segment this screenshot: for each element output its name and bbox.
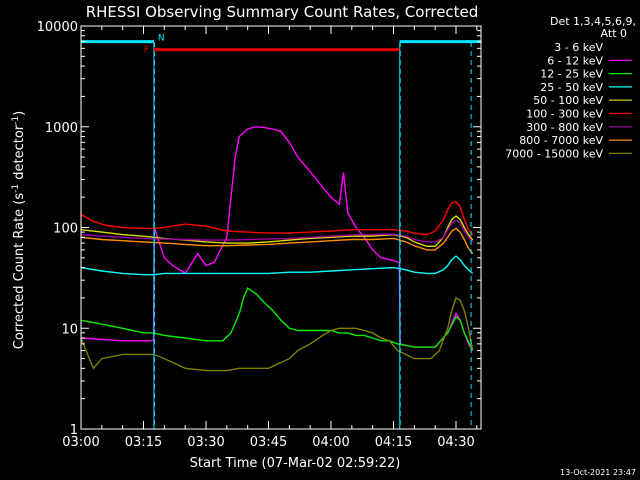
legend-header-detectors: Det 1,3,4,5,6,9, [550,15,636,28]
legend-label-1: 3 - 6 keV [554,41,603,54]
y-tick-label-4: 10000 [37,20,78,35]
x-tick-label-5: 04:15 [375,435,412,450]
timestamp: 13-Oct-2021 23:47 [560,468,636,477]
chart-title: RHESSI Observing Summary Count Rates, Co… [86,3,479,21]
x-axis-label: Start Time (07-Mar-02 02:59:22) [190,456,401,471]
series-layer [80,126,474,430]
x-tick-label-3: 03:45 [250,435,287,450]
x-tick-label-1: 03:15 [125,435,162,450]
legend-header-attenuator: Att 0 [601,27,627,40]
x-tick-label-2: 03:30 [187,435,224,450]
series-line-9 [80,296,474,372]
y-tick-label-2: 100 [53,222,78,237]
series-line-3 [80,287,474,351]
x-tick-label-0: 03:00 [62,435,99,450]
y-tick-label-1: 10 [61,322,78,337]
flare-flag-label: F [144,46,149,56]
y-tick-label-3: 1000 [45,121,78,136]
x-tick-label-4: 04:00 [312,435,349,450]
series-line-5 [80,215,474,247]
legend-label-7: 300 - 800 keV [526,121,603,134]
legend-label-4: 25 - 50 keV [540,81,603,94]
legend-label-3: 12 - 25 keV [540,68,603,81]
series-line-6 [80,201,474,236]
legend-label-8: 800 - 7000 keV [519,134,603,147]
legend-label-6: 100 - 300 keV [526,108,603,121]
y-axis: 1 10 100 1000 10000 [37,20,481,438]
legend-label-9: 7000 - 15000 keV [505,147,603,160]
series-line-8 [80,227,474,255]
y-axis-label: Corrected Count Rate (s-1 detector-1) [11,111,27,349]
series-line-4 [80,255,474,276]
flag-bars: NF [81,34,481,56]
night-flag-label: N [158,34,165,44]
x-tick-label-6: 04:30 [437,435,474,450]
legend-label-5: 50 - 100 keV [533,94,603,107]
legend-label-2: 6 - 12 keV [547,54,603,67]
plot-frame [80,25,482,430]
series-line-7 [80,219,474,243]
y-tick-label-0: 1 [70,423,78,438]
x-axis: 03:00 03:15 03:30 03:45 04:00 04:15 04:30 [62,26,478,450]
series-line-1 [81,145,474,430]
